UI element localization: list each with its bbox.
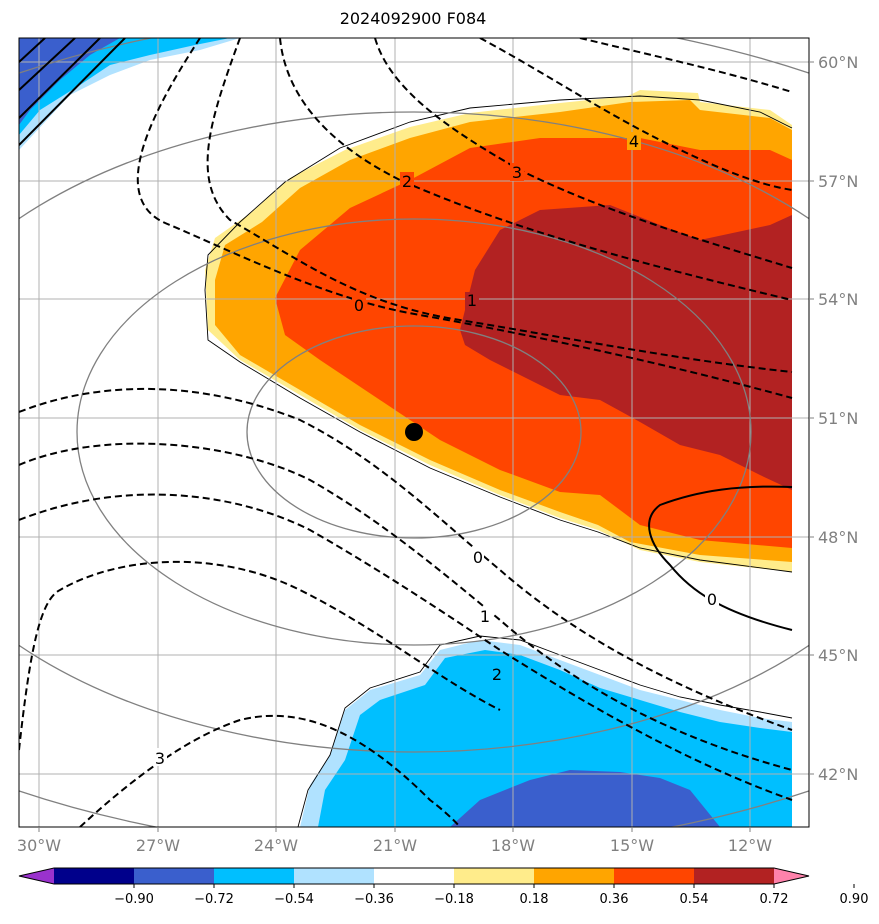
contour-label: 0 — [707, 590, 717, 609]
lat-label: 57°N — [818, 172, 858, 191]
map-frame — [18, 37, 810, 828]
colorbar-tick-label: −0.36 — [354, 892, 394, 907]
colorbar-tick-label: −0.18 — [434, 892, 474, 907]
colorbar-segment — [694, 868, 775, 884]
anomaly-fill-neg-054 — [450, 770, 720, 827]
colorbar-outline — [18, 867, 810, 885]
zero-outline-positive — [204, 95, 793, 573]
anomaly-fill-072 — [460, 205, 792, 490]
lat-label: 45°N — [818, 646, 858, 665]
colorbar-tick-label: −0.72 — [194, 892, 234, 907]
colorbar-segment — [54, 868, 135, 884]
contour-label: 2 — [402, 172, 412, 191]
colorbar-tick-label: 0.54 — [680, 892, 709, 907]
colorbar-tick-label: 0.36 — [600, 892, 629, 907]
anomaly-fill-neg-054-nw — [19, 38, 120, 125]
colorbar-tick-label: 0.90 — [840, 892, 869, 907]
contour-label: 2 — [492, 665, 502, 684]
solid-contours-nw — [19, 38, 126, 146]
lat-label: 54°N — [818, 290, 858, 309]
lon-label: 27°W — [136, 836, 180, 855]
lon-label: 12°W — [728, 836, 772, 855]
colorbar-tick-label: −0.90 — [114, 892, 154, 907]
colorbar-extend-max — [774, 868, 809, 884]
colorbar-tick-label: 0.72 — [760, 892, 789, 907]
anomaly-fill-neg-036 — [318, 650, 792, 827]
contour-label: 0 — [354, 296, 364, 315]
contour-label: 3 — [512, 163, 522, 182]
longitude-labels: 30°W 27°W 24°W 21°W 18°W 15°W 12°W — [17, 827, 772, 855]
lat-label: 51°N — [818, 409, 858, 428]
lat-label: 48°N — [818, 528, 858, 547]
storm-center-marker — [405, 423, 423, 441]
contour-label: 1 — [480, 607, 490, 626]
lon-label: 30°W — [17, 836, 61, 855]
colorbar: −0.90 −0.72 −0.54 −0.36 −0.18 0.18 0.36 0.54 0.7… — [18, 867, 869, 907]
colorbar-segment — [134, 868, 215, 884]
map-title: 2024092900 F084 — [339, 9, 487, 28]
colorbar-segment — [374, 868, 455, 884]
lat-label: 60°N — [818, 53, 858, 72]
colorbar-extend-min — [19, 868, 54, 884]
lon-label: 18°W — [491, 836, 535, 855]
colorbar-segment — [614, 868, 695, 884]
colorbar-tick-label: −0.54 — [274, 892, 314, 907]
contour-label-group: 4 3 2 1 0 0 1 2 3 0 — [153, 132, 719, 768]
dashed-contours — [19, 38, 793, 827]
lon-label: 15°W — [610, 836, 654, 855]
range-rings — [19, 38, 809, 827]
colorbar-segment — [294, 868, 375, 884]
colorbar-segment — [454, 868, 535, 884]
contour-label: 0 — [473, 548, 483, 567]
contour-label: 3 — [155, 749, 165, 768]
lat-label: 42°N — [818, 765, 858, 784]
latitude-labels: 60°N 57°N 54°N 51°N 48°N 45°N 42°N — [809, 53, 858, 784]
colorbar-tick-label: 0.18 — [520, 892, 549, 907]
map-plot-area: 4 3 2 1 0 0 1 2 3 0 — [19, 38, 809, 827]
lon-label: 21°W — [373, 836, 417, 855]
lon-label: 24°W — [254, 836, 298, 855]
contour-label: 4 — [629, 132, 639, 151]
colorbar-segment — [534, 868, 615, 884]
colorbar-segment — [214, 868, 295, 884]
contour-label: 1 — [467, 291, 477, 310]
